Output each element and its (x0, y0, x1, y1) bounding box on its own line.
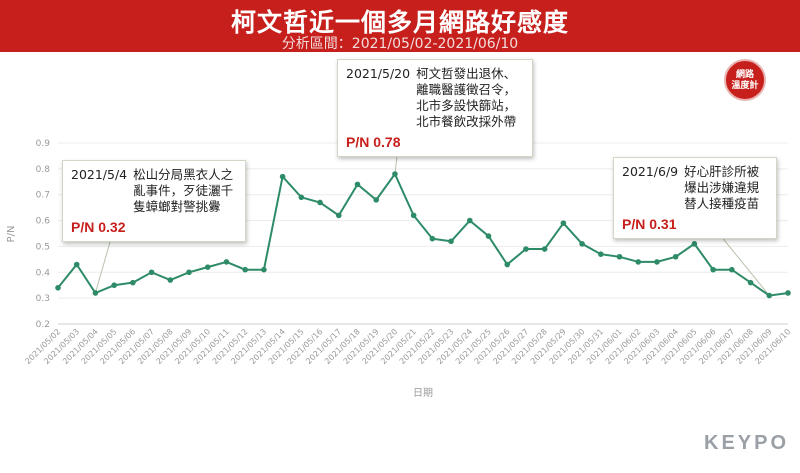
y-tick-labels: 0.2 0.3 0.4 0.5 0.6 0.7 0.8 0.9 (36, 139, 51, 330)
data-point (616, 253, 623, 260)
callout-date: 2021/6/9 (622, 164, 679, 179)
keypo-logo: KEYPO (704, 432, 790, 454)
data-point (729, 266, 735, 273)
series-points (55, 171, 791, 299)
data-point (747, 279, 754, 286)
data-point (766, 292, 773, 299)
data-point (55, 285, 61, 291)
data-point (354, 181, 361, 188)
x-tick-labels: 2021/05/022021/05/032021/05/042021/05/05… (23, 327, 792, 366)
data-point (73, 261, 80, 268)
page-title: 柯文哲近一個多月網路好感度 (230, 8, 569, 37)
page-subtitle: 分析區間：2021/05/02-2021/06/10 (281, 36, 519, 52)
callout-pn: P/N 0.32 (71, 219, 126, 235)
y-tick-label: 0.5 (36, 242, 50, 252)
series-line (57, 172, 789, 297)
callout-pn: P/N 0.31 (622, 216, 677, 232)
data-point (579, 241, 585, 247)
data-point (523, 246, 529, 252)
y-tick-label: 0.9 (36, 139, 51, 149)
y-tick-label: 0.7 (36, 191, 50, 201)
data-point (598, 251, 604, 257)
callout-0609: 2021/6/9 好心肝診所被爆出涉嫌違規替人接種疫苗 P/N 0.31 (613, 157, 777, 239)
badge-line2: 溫度計 (731, 81, 759, 91)
data-point (466, 217, 473, 224)
callout-0504: 2021/5/4 松山分局黑衣人之亂事件，歹徒灑千隻蟑螂對警挑釁 P/N 0.3… (62, 160, 246, 242)
y-tick-label: 0.6 (36, 217, 51, 227)
y-tick-label: 0.2 (36, 320, 50, 330)
data-point (410, 212, 417, 219)
data-point (204, 264, 211, 270)
data-point (130, 279, 136, 286)
data-point (429, 235, 436, 242)
data-point (710, 266, 716, 273)
data-point (635, 259, 642, 265)
data-point (541, 246, 548, 252)
y-tick-label: 0.4 (36, 268, 51, 278)
data-point (279, 173, 286, 180)
data-point (317, 199, 323, 206)
y-tick-label: 0.3 (36, 294, 50, 304)
data-point (92, 290, 99, 296)
data-point (148, 269, 155, 276)
callout-text: 柯文哲發出退休、離職醫護徵召令，北市多設快篩站，北市餐飲改採外帶 (416, 66, 517, 129)
data-point (261, 266, 267, 273)
data-point (785, 290, 791, 296)
data-point (223, 259, 230, 265)
data-point (448, 238, 454, 245)
data-point (111, 282, 117, 289)
data-point (560, 220, 567, 226)
data-point (335, 212, 342, 219)
data-point (672, 253, 679, 260)
callout-0520: 2021/5/20 柯文哲發出退休、離職醫護徵召令，北市多設快篩站，北市餐飲改採… (337, 59, 533, 157)
y-tick-label: 0.8 (36, 165, 51, 175)
callout-date: 2021/5/4 (71, 167, 128, 182)
callout-text: 松山分局黑衣人之亂事件，歹徒灑千隻蟑螂對警挑釁 (133, 167, 234, 214)
y-axis-label: P/N (6, 226, 17, 243)
header: 柯文哲近一個多月網路好感度 分析區間：2021/05/02-2021/06/10 (0, 0, 800, 52)
thermometer-badge-icon: 網路 溫度計 (724, 59, 766, 101)
data-point (504, 261, 511, 268)
data-point (242, 266, 248, 273)
x-axis-label: 日期 (413, 387, 433, 399)
data-point (373, 197, 380, 203)
badge-line1: 網路 (735, 70, 754, 80)
data-point (298, 194, 305, 201)
leader-line (94, 234, 113, 294)
data-point (691, 241, 698, 247)
data-point (485, 233, 492, 239)
data-point (167, 277, 174, 283)
data-point (186, 269, 192, 276)
data-point (392, 171, 398, 177)
data-point (654, 259, 660, 265)
leader-line (715, 229, 770, 296)
callout-date: 2021/5/20 (346, 66, 411, 81)
callout-pn: P/N 0.78 (346, 134, 401, 150)
callout-text: 好心肝診所被爆出涉嫌違規替人接種疫苗 (684, 164, 760, 211)
